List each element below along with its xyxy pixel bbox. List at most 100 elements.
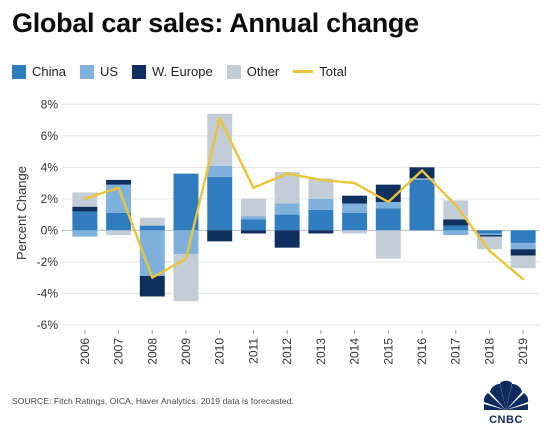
bar-china-2015 (375, 208, 401, 231)
bar-w-europe-2010 (207, 230, 233, 242)
peacock-icon (483, 380, 529, 410)
legend: China US W. Europe Other Total (12, 64, 361, 79)
legend-swatch-other (226, 64, 241, 79)
bar-us-2006 (72, 230, 98, 237)
bar-china-2016 (409, 179, 435, 231)
bar-china-2008 (139, 225, 165, 231)
y-tick-label: -2% (37, 255, 59, 269)
bar-us-2011 (240, 216, 266, 220)
x-tick-label: 2006 (78, 338, 92, 365)
legend-item-china: China (12, 64, 66, 79)
legend-label-other: Other (246, 64, 280, 79)
bar-w-europe-2016 (409, 167, 435, 179)
y-tick-label: 2% (41, 192, 59, 206)
legend-item-w-europe: W. Europe (132, 64, 213, 79)
bar-w-europe-2012 (274, 230, 300, 248)
bar-w-europe-2019 (510, 249, 536, 256)
bar-other-2009 (173, 253, 199, 302)
bar-us-2010 (207, 165, 233, 177)
bar-us-2018 (476, 233, 502, 236)
x-tick-label: 2010 (213, 338, 227, 365)
bar-us-2012 (274, 203, 300, 215)
bar-other-2008 (139, 217, 165, 226)
total-point-2018 (488, 249, 491, 253)
legend-swatch-us (79, 64, 94, 79)
bar-china-2017 (443, 225, 469, 231)
bar-china-2007 (106, 213, 132, 231)
x-tick-label: 2015 (381, 338, 395, 365)
bar-china-2010 (207, 176, 233, 231)
bar-w-europe-2007 (106, 179, 132, 185)
legend-label-total: Total (319, 64, 347, 79)
bar-us-2014 (342, 203, 368, 213)
total-point-2008 (151, 276, 154, 279)
total-point-2015 (387, 200, 390, 204)
bar-w-europe-2011 (240, 230, 266, 234)
x-tick-label: 2013 (314, 338, 328, 365)
bar-other-2013 (308, 178, 334, 199)
y-tick-label: 8% (41, 97, 59, 111)
cnbc-logo: CNBC (476, 378, 536, 426)
legend-label-china: China (32, 64, 66, 79)
total-point-2011 (252, 186, 255, 189)
y-tick-label: -4% (37, 286, 59, 300)
total-point-2019 (521, 277, 525, 281)
x-tick-label: 2008 (145, 338, 159, 365)
bar-us-2019 (510, 242, 536, 250)
bar-w-europe-2018 (476, 235, 502, 237)
legend-swatch-total (293, 70, 314, 73)
total-point-2010 (218, 117, 221, 120)
bar-other-2011 (240, 198, 266, 217)
x-tick-label: 2007 (112, 338, 126, 365)
total-point-2012 (285, 172, 289, 175)
bar-china-2013 (308, 209, 334, 231)
total-point-2017 (454, 203, 457, 207)
bar-china-2019 (510, 230, 536, 243)
bar-china-2006 (72, 211, 98, 231)
bar-other-2015 (375, 230, 401, 259)
x-tick-label: 2016 (415, 338, 429, 365)
x-tick-label: 2011 (246, 338, 260, 364)
bar-china-2012 (274, 214, 300, 231)
bar-china-2018 (476, 230, 502, 234)
total-line (84, 117, 524, 281)
bar-w-europe-2013 (308, 230, 334, 234)
total-point-2013 (319, 178, 323, 182)
bar-w-europe-2008 (139, 276, 165, 297)
bar-china-2011 (240, 219, 266, 231)
total-point-2009 (184, 257, 188, 260)
legend-item-total: Total (293, 64, 347, 79)
legend-label-us: US (99, 64, 119, 79)
x-tick-label: 2012 (280, 338, 294, 365)
y-tick-label: 0% (41, 223, 59, 237)
legend-swatch-w-europe (132, 64, 147, 79)
bar-other-2007 (106, 230, 132, 236)
x-tick-label: 2009 (179, 338, 193, 365)
logo-text: CNBC (489, 414, 523, 426)
y-axis-label: Percent Change (14, 166, 29, 260)
bar-other-2018 (476, 236, 502, 250)
legend-swatch-china (12, 64, 26, 79)
y-tick-label: 6% (41, 129, 59, 143)
bar-w-europe-2006 (72, 206, 98, 212)
total-point-2006 (83, 197, 87, 201)
bar-us-2017 (443, 230, 469, 236)
x-tick-label: 2014 (348, 338, 362, 365)
source-note: SOURCE: Fitch Ratings, OICA, Haver Analy… (12, 396, 294, 406)
bar-other-2019 (510, 255, 536, 269)
total-point-2014 (353, 181, 356, 185)
x-tick-label: 2018 (482, 338, 496, 365)
bar-w-europe-2017 (443, 219, 469, 226)
chart-plot: 8% 6% 4% 2% 0% -2% -4% -6% Percent Change 2006 200… (14, 97, 540, 365)
legend-label-w-europe: W. Europe (152, 64, 213, 79)
total-point-2016 (420, 169, 424, 172)
y-tick-label: 4% (41, 160, 59, 174)
bar-w-europe-2014 (342, 195, 368, 204)
bar-china-2014 (342, 213, 368, 231)
chart-title: Global car sales: Annual change (12, 8, 419, 38)
total-point-2007 (117, 186, 120, 189)
legend-item-us: US (79, 64, 119, 79)
y-tick-label: -6% (37, 318, 59, 332)
bar-us-2016 (409, 178, 435, 180)
x-tick-label: 2019 (516, 338, 530, 365)
